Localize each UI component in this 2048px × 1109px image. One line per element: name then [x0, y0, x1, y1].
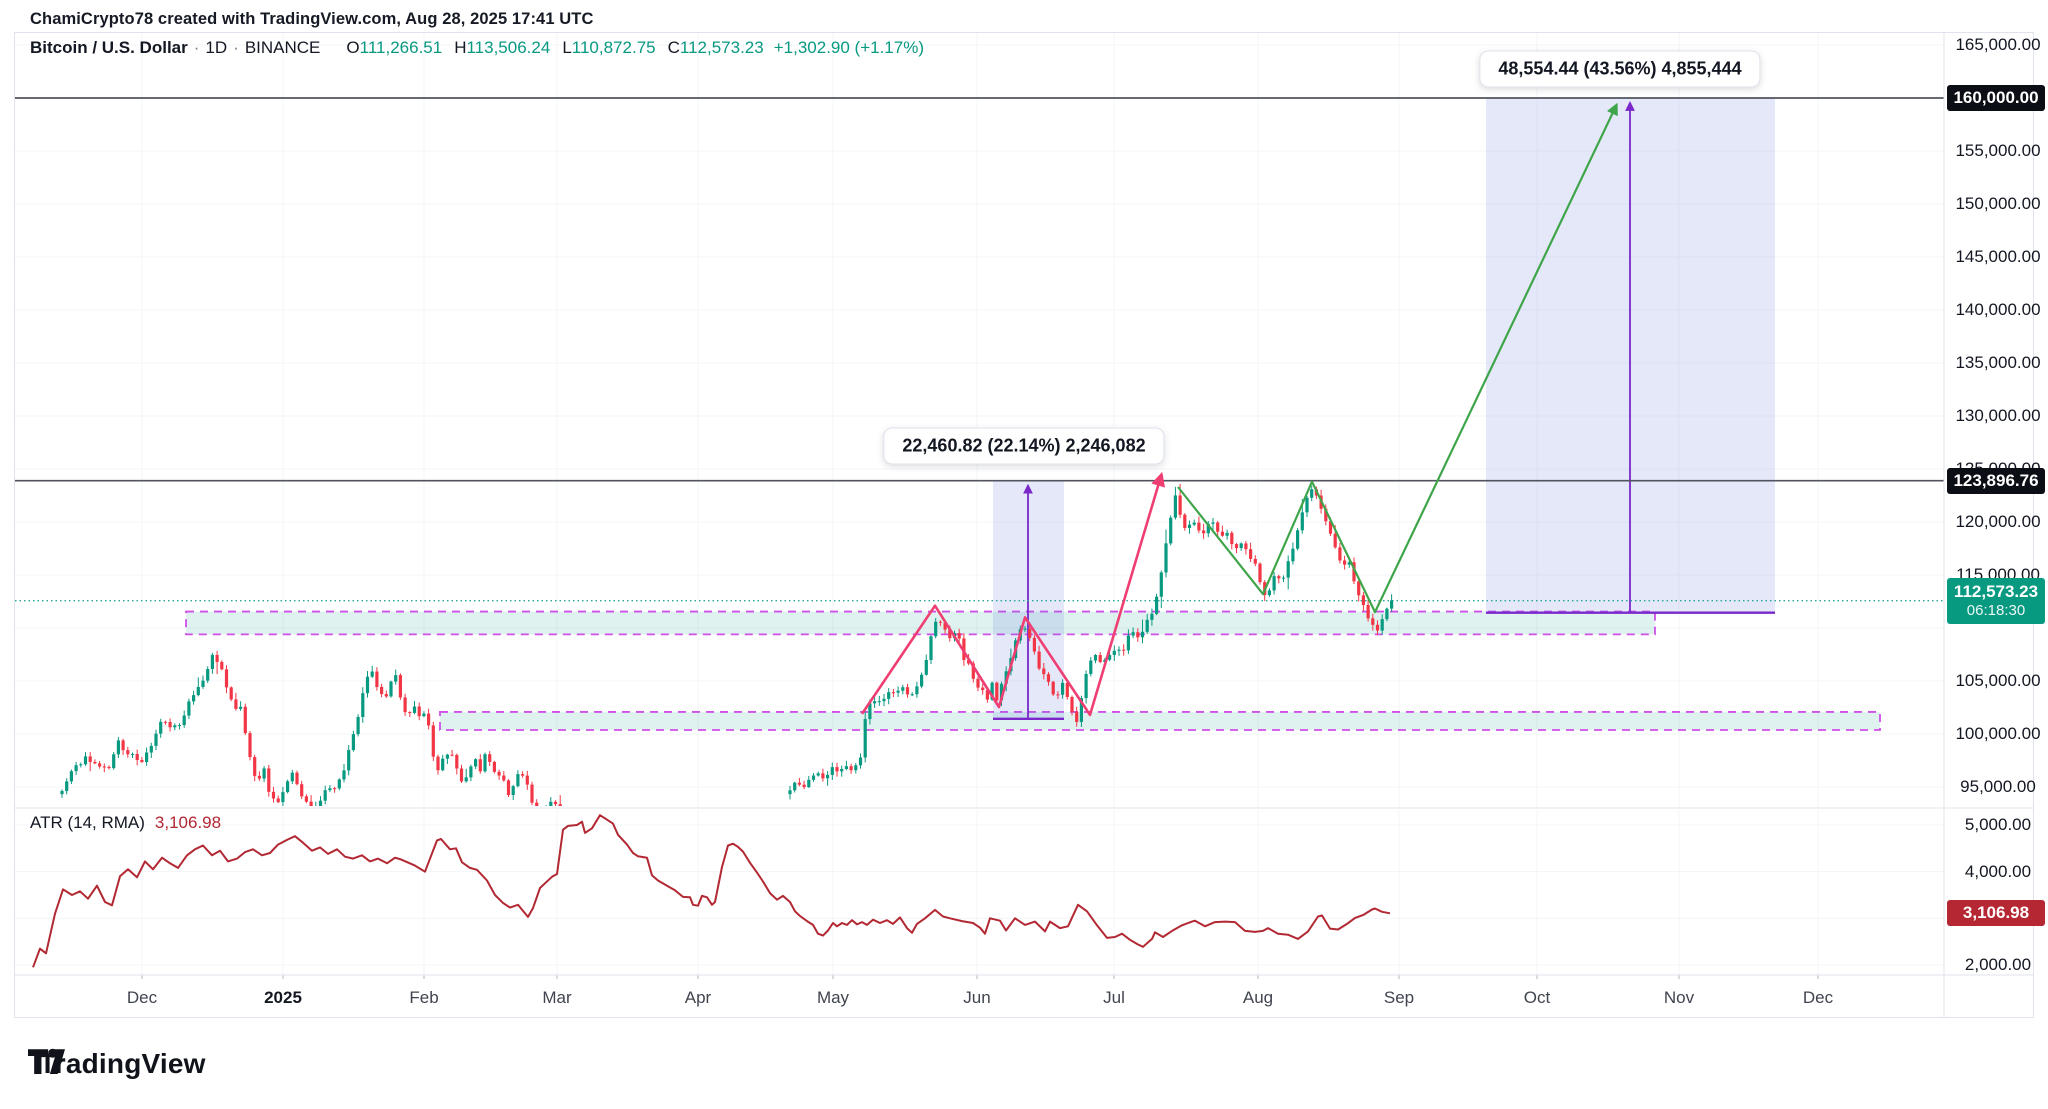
supply-demand-zones: [185, 610, 1881, 731]
interval-label[interactable]: 1D: [205, 38, 228, 57]
tradingview-logo-text: TradingView: [39, 1048, 206, 1079]
indicator-name[interactable]: ATR (14, RMA): [30, 813, 145, 832]
green-trend-arrow: [1177, 102, 1618, 614]
ohlc-value: 111,266.51: [359, 38, 443, 57]
atr-axis-label: 2,000.00: [1964, 955, 2032, 974]
chart-widget: [14, 32, 2034, 1018]
projection-boxes: [993, 98, 1775, 720]
atr-line: [32, 814, 1391, 968]
time-axis-label[interactable]: Sep: [1383, 988, 1415, 1007]
price-axis-label: 150,000.00: [1955, 194, 2041, 213]
price-axis-badge: 160,000.00: [1947, 85, 2045, 111]
indicator-legend[interactable]: ATR (14, RMA) 3,106.98: [30, 813, 221, 833]
measurement-tooltip: 48,554.44 (43.56%) 4,855,444: [1479, 50, 1761, 88]
ohlc-key: C: [667, 38, 680, 57]
time-axis-label[interactable]: Oct: [1523, 988, 1551, 1007]
ohlc-value: 110,872.75: [571, 38, 656, 57]
ohlc-key: O: [346, 38, 360, 57]
ohlc-value: 112,573.23: [679, 38, 764, 57]
change-value: +1,302.90 (+1.17%): [773, 38, 924, 57]
indicator-value: 3,106.98: [154, 813, 222, 832]
time-axis-label[interactable]: Jul: [1103, 988, 1125, 1007]
price-axis-badge: 112,573.23 06:18:30: [1947, 577, 2045, 624]
gridlines: [15, 33, 1944, 979]
symbol-legend[interactable]: Bitcoin / U.S. Dollar · 1D · BINANCE O111,266…: [30, 38, 924, 58]
ohlc-key: L: [562, 38, 572, 57]
ohlc-key: H: [454, 38, 467, 57]
measurement-tooltip: 22,460.82 (22.14%) 2,246,082: [883, 427, 1165, 465]
time-axis-label[interactable]: Nov: [1663, 988, 1695, 1007]
time-axis-label[interactable]: Jun: [963, 988, 991, 1007]
price-axis-label: 130,000.00: [1955, 406, 2041, 425]
support-zone-upper: [186, 611, 1655, 635]
tradingview-logo-icon: [28, 1048, 65, 1074]
atr-axis-label: 4,000.00: [1964, 861, 2032, 881]
ohlc-value: 113,506.24: [466, 38, 551, 57]
price-axis-label: 165,000.00: [1955, 35, 2041, 54]
atr-axis-label: 5,000.00: [1964, 815, 2032, 834]
legend-separator-2: ·: [233, 38, 239, 57]
price-axis-label: 100,000.00: [1955, 724, 2041, 743]
candlestick-series: [60, 483, 1394, 806]
price-axis-label: 140,000.00: [1955, 300, 2041, 319]
time-axis-label[interactable]: 2025: [264, 988, 302, 1007]
price-axis-badge: 123,896.76: [1947, 467, 2045, 494]
time-axis-label[interactable]: Apr: [684, 988, 712, 1007]
time-axis-label[interactable]: May: [816, 988, 850, 1007]
ohlc-values: O111,266.51 H113,506.24 L110,872.75 C112,57…: [334, 38, 763, 57]
legend-separator-1: ·: [193, 38, 200, 57]
price-axis-label: 145,000.00: [1955, 247, 2041, 266]
pink-trend-arrow: [860, 471, 1166, 717]
price-levels: [15, 97, 1944, 602]
time-axis-label[interactable]: Mar: [542, 988, 572, 1007]
time-axis-label[interactable]: Feb: [409, 988, 439, 1007]
price-axis-label: 155,000.00: [1955, 141, 2041, 160]
exchange-label[interactable]: BINANCE: [244, 38, 321, 57]
price-axis-label: 105,000.00: [1955, 671, 2041, 690]
time-axis-label[interactable]: Dec: [1802, 988, 1834, 1007]
support-zone-lower: [440, 711, 1880, 730]
creator-credit: ChamiCrypto78 created with TradingView.c…: [30, 10, 594, 28]
time-axis-label[interactable]: Dec: [126, 988, 158, 1007]
symbol-name[interactable]: Bitcoin / U.S. Dollar: [30, 38, 188, 57]
time-axis-label[interactable]: Aug: [1242, 988, 1274, 1007]
price-axis-label: 120,000.00: [1955, 512, 2041, 531]
price-axis-label: 95,000.00: [1960, 777, 2036, 796]
tradingview-watermark[interactable]: TradingView: [28, 1048, 206, 1080]
atr-axis-badge: 3,106.98: [1947, 900, 2045, 927]
price-axis-label: 135,000.00: [1955, 353, 2041, 372]
countdown-timer: 06:18:30: [1966, 601, 2026, 619]
